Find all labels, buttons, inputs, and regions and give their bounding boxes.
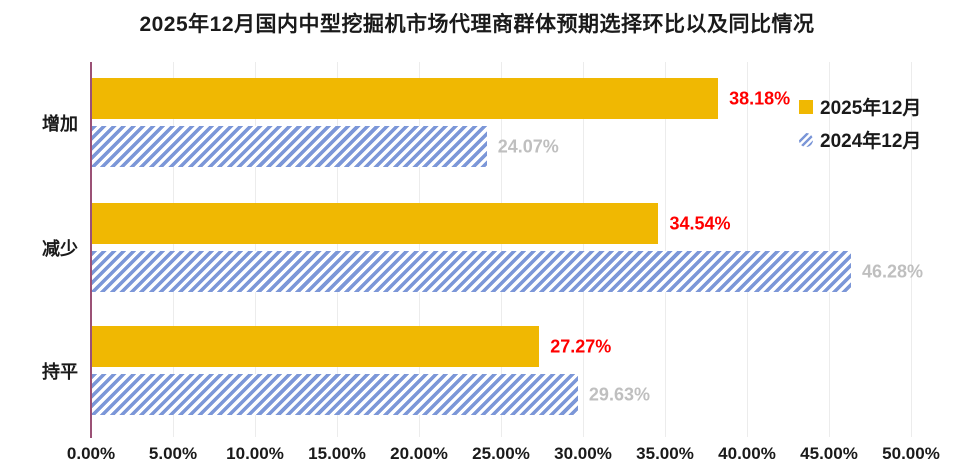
- legend-label-2024: 2024年12月: [820, 131, 922, 152]
- bar-value-label: 38.18%: [729, 88, 791, 108]
- x-axis-tick-label: 0.00%: [66, 444, 116, 463]
- gridline: [747, 62, 748, 437]
- x-axis-tick-label: 30.00%: [554, 444, 612, 463]
- gridline: [419, 62, 420, 437]
- x-axis-tick-label: 45.00%: [800, 444, 858, 463]
- x-axis-tick-label: 40.00%: [718, 444, 776, 463]
- bar-value-label: 46.28%: [861, 261, 924, 281]
- bar-value-label: 34.54%: [669, 213, 731, 233]
- bar-value-label: 27.27%: [550, 336, 612, 356]
- bar-value-label: 24.07%: [497, 136, 559, 156]
- legend-swatch-hatched: [799, 132, 813, 147]
- y-axis-line: [90, 62, 92, 438]
- gridline: [337, 62, 338, 437]
- bar-solid: [92, 203, 659, 244]
- legend-item-2025: 2025年12月: [799, 90, 921, 123]
- legend-label-2025: 2025年12月: [820, 98, 922, 119]
- gridline: [255, 62, 256, 437]
- category-label: 减少: [42, 238, 78, 259]
- gridline: [665, 62, 666, 437]
- bar-solid: [92, 326, 540, 367]
- gridline: [501, 62, 502, 437]
- gridline: [173, 62, 174, 437]
- category-label: 增加: [42, 113, 78, 134]
- bar-hatched: [92, 251, 851, 292]
- x-axis-tick-label: 15.00%: [308, 444, 366, 463]
- x-axis-tick-label: 20.00%: [390, 444, 448, 463]
- legend-swatch-solid: [799, 99, 813, 114]
- bar-hatched: [92, 374, 578, 415]
- category-label: 持平: [42, 361, 78, 382]
- x-axis-tick-label: 50.00%: [882, 444, 940, 463]
- bar-value-label: 29.63%: [588, 384, 650, 404]
- legend: 2025年12月 2024年12月: [799, 90, 921, 156]
- bar-hatched: [92, 126, 487, 167]
- bar-solid: [92, 78, 719, 119]
- gridline: [583, 62, 584, 437]
- x-axis-tick-label: 5.00%: [148, 444, 198, 463]
- x-axis-tick-label: 35.00%: [636, 444, 694, 463]
- gridline: [911, 62, 912, 437]
- x-axis-tick-label: 10.00%: [226, 444, 284, 463]
- gridline: [829, 62, 830, 437]
- legend-item-2024: 2024年12月: [799, 123, 921, 156]
- x-axis-tick-label: 25.00%: [472, 444, 530, 463]
- chart-title: 2025年12月国内中型挖掘机市场代理商群体预期选择环比以及同比情况: [139, 13, 815, 36]
